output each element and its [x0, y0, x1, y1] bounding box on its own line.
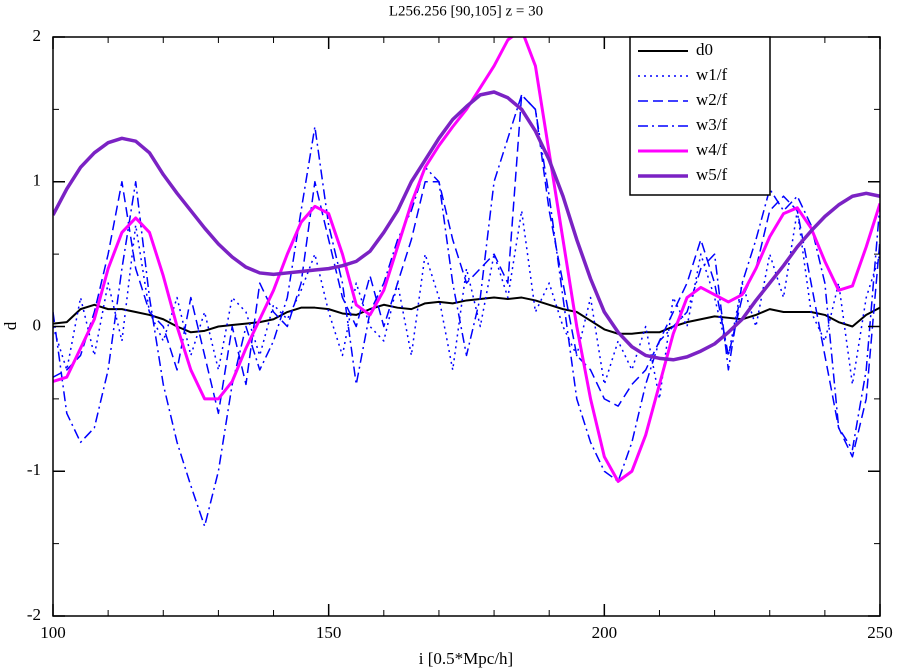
y-axis-label: d: [1, 321, 20, 330]
x-tick-label: 200: [592, 623, 618, 642]
series-line: [53, 37, 880, 483]
series-line: [53, 94, 880, 528]
series-line: [53, 209, 880, 400]
legend-label: d0: [696, 40, 713, 59]
x-tick-label: 150: [316, 623, 342, 642]
series-line: [53, 94, 880, 458]
x-axis-label: i [0.5*Mpc/h]: [419, 649, 513, 668]
x-tick-label: 250: [867, 623, 893, 642]
series-line: [53, 90, 880, 362]
y-tick-label: -1: [27, 460, 41, 479]
y-tick-label: 1: [33, 171, 42, 190]
legend-label: w3/f: [696, 115, 728, 134]
y-tick-label: 2: [33, 26, 42, 45]
y-tick-label: 0: [33, 315, 42, 334]
chart-title: L256.256 [90,105] z = 30: [389, 3, 543, 19]
legend-label: w5/f: [696, 165, 728, 184]
y-tick-label: -2: [27, 605, 41, 624]
plot-area: [53, 37, 880, 528]
legend-label: w4/f: [696, 140, 728, 159]
legend-label: w1/f: [696, 65, 728, 84]
x-tick-label: 100: [40, 623, 66, 642]
legend-label: w2/f: [696, 90, 728, 109]
legend-box: [629, 36, 771, 196]
